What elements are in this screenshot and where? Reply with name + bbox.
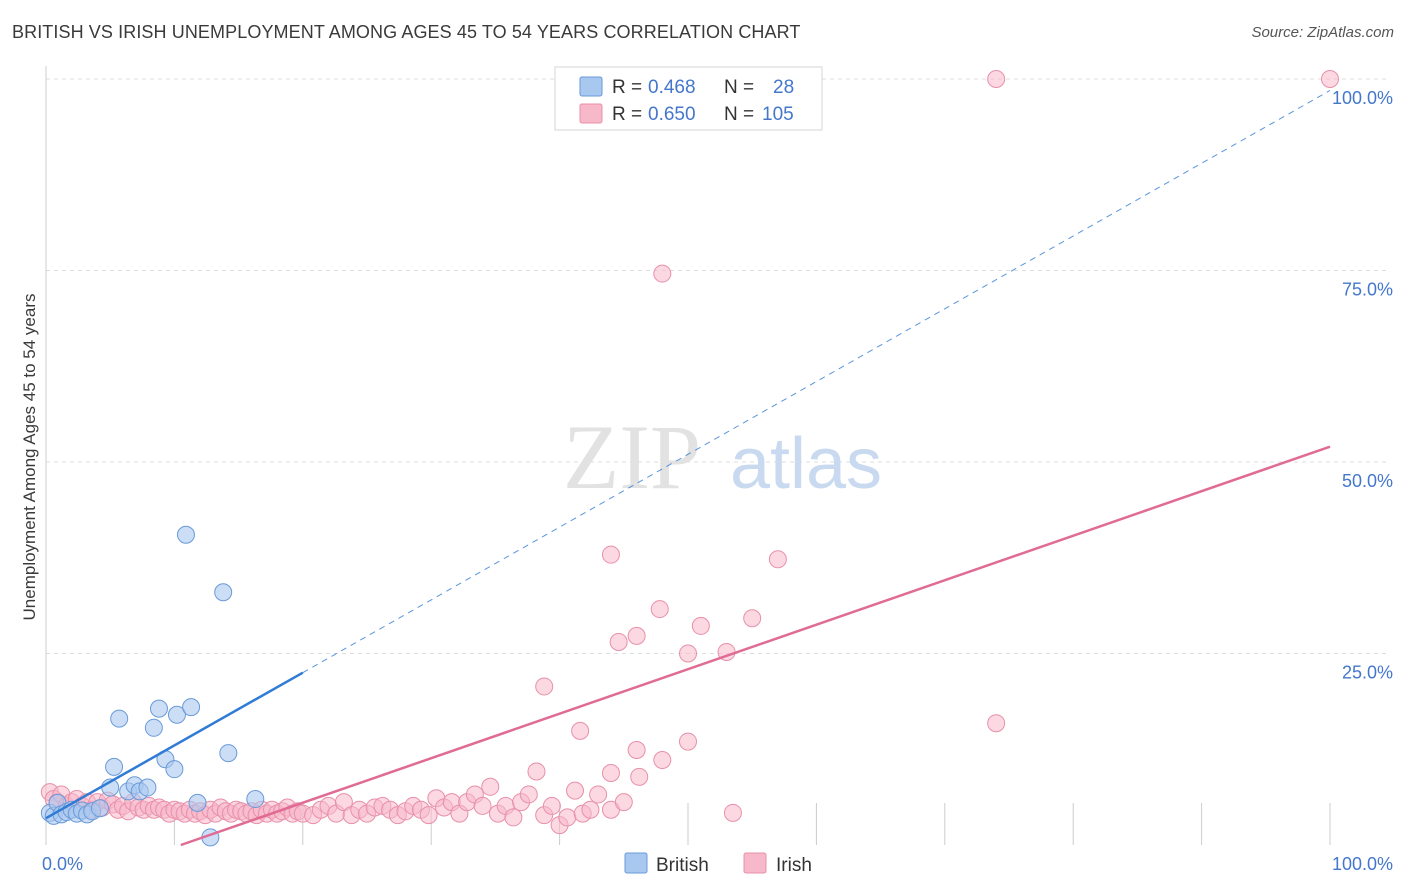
- irish-point: [542, 796, 561, 815]
- british-point: [110, 709, 129, 728]
- trend-lines: [45, 90, 1331, 847]
- irish-point: [691, 616, 710, 635]
- source-credit: Source: ZipAtlas.com: [1251, 24, 1394, 41]
- axes: [45, 66, 1331, 845]
- irish-point: [601, 763, 620, 782]
- irish-point: [630, 767, 649, 786]
- legend-british-n-value: 28: [773, 77, 794, 98]
- british-point: [167, 705, 186, 724]
- stats-legend: R = 0.468 N = 28 R = 0.650 N = 105: [554, 66, 823, 131]
- irish-point: [653, 750, 672, 769]
- legend-irish-swatch: [579, 103, 603, 124]
- irish-point: [535, 677, 554, 696]
- irish-point: [743, 609, 762, 628]
- irish-point: [566, 781, 585, 800]
- legend-irish-r-value: 0.650: [648, 104, 696, 125]
- irish-point: [558, 808, 577, 827]
- irish-point: [419, 806, 438, 825]
- legend-irish-r-label: R =: [612, 104, 642, 125]
- british-point: [165, 760, 184, 779]
- irish-point: [679, 732, 697, 751]
- x-tick-label: 0.0%: [42, 854, 83, 874]
- bottom-legend-british-swatch: [624, 852, 648, 874]
- irish-point: [987, 70, 1006, 88]
- legend-british-n-label: N =: [724, 77, 754, 98]
- british-point: [149, 699, 168, 718]
- british-point: [176, 525, 195, 544]
- british-point: [188, 793, 207, 812]
- british-point: [138, 778, 157, 797]
- chart-title: BRITISH VS IRISH UNEMPLOYMENT AMONG AGES…: [12, 22, 801, 42]
- y-tick-label: 75.0%: [1342, 280, 1393, 300]
- irish-trend-line: [180, 445, 1331, 847]
- legend-british-r-label: R =: [612, 77, 642, 98]
- irish-point: [679, 644, 697, 663]
- legend-british-swatch: [579, 76, 603, 97]
- irish-point: [481, 777, 500, 796]
- watermark-atlas: atlas: [730, 424, 882, 504]
- irish-point: [653, 264, 672, 283]
- tick-labels: 25.0% 50.0% 75.0% 100.0% 0.0% 100.0%: [42, 88, 1393, 874]
- irish-point: [519, 785, 538, 804]
- legend-british-r-value: 0.468: [648, 77, 696, 98]
- irish-point: [650, 600, 669, 619]
- bottom-legend-irish-swatch: [743, 852, 767, 874]
- irish-point: [723, 803, 742, 822]
- irish-point: [1321, 70, 1339, 88]
- irish-point: [627, 626, 646, 645]
- series-legend: British Irish: [624, 852, 812, 876]
- british-point: [144, 718, 163, 737]
- irish-point: [768, 550, 787, 569]
- british-point: [219, 744, 238, 763]
- irish-point: [589, 785, 608, 804]
- irish-point: [614, 793, 633, 812]
- x-tick-label: 100.0%: [1332, 854, 1393, 874]
- watermark-zip: ZIP: [563, 406, 701, 508]
- british-trend-line: [45, 671, 304, 820]
- british-point: [90, 799, 109, 818]
- british-trend-extension: [302, 90, 1331, 674]
- legend-irish-n-value: 105: [762, 104, 794, 125]
- british-point: [214, 583, 233, 602]
- irish-point: [581, 800, 600, 819]
- bottom-legend-british-label: British: [656, 855, 709, 876]
- y-tick-label: 50.0%: [1342, 471, 1393, 491]
- irish-point: [527, 762, 546, 781]
- irish-point: [504, 808, 523, 827]
- y-tick-label: 25.0%: [1342, 663, 1393, 683]
- irish-point: [987, 714, 1006, 733]
- irish-point: [609, 633, 628, 652]
- bottom-legend-irish-label: Irish: [776, 855, 812, 876]
- british-point: [182, 698, 201, 717]
- gridlines: [46, 78, 1390, 654]
- irish-point: [473, 796, 492, 815]
- legend-irish-n-label: N =: [724, 104, 754, 125]
- british-point: [105, 757, 124, 776]
- irish-point: [571, 721, 590, 740]
- watermark: ZIP atlas: [563, 406, 882, 508]
- irish-point: [601, 545, 620, 564]
- irish-point: [627, 741, 646, 760]
- y-tick-label: 100.0%: [1332, 88, 1393, 108]
- british-point: [246, 790, 265, 809]
